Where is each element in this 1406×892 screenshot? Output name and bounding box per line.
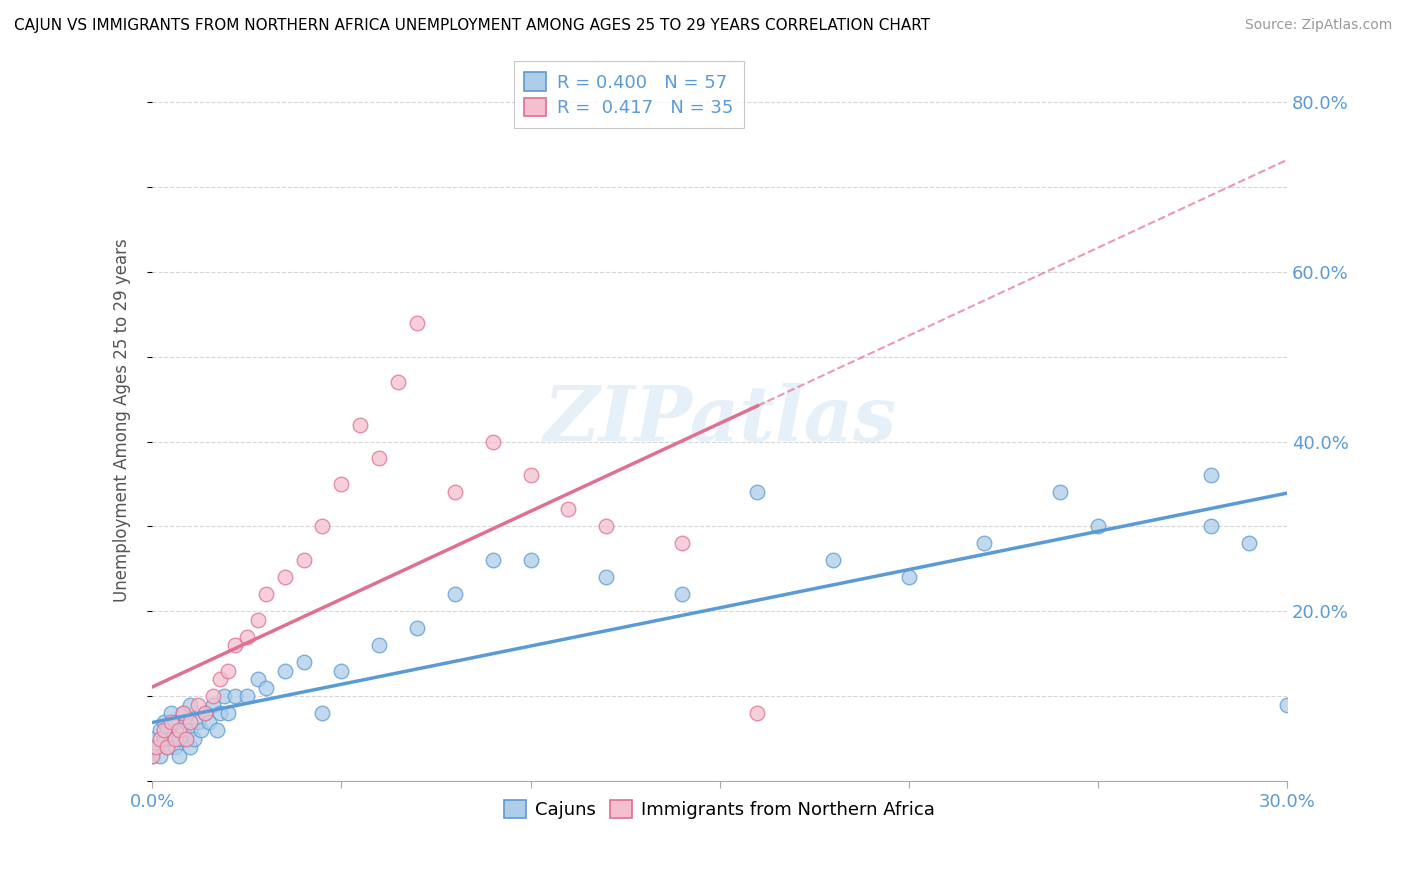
- Point: [481, 553, 503, 567]
- Point: [224, 689, 246, 703]
- Point: [194, 706, 217, 720]
- Point: [145, 739, 167, 754]
- Point: [444, 485, 467, 500]
- Point: [1201, 468, 1223, 483]
- Point: [1239, 536, 1261, 550]
- Point: [176, 731, 198, 746]
- Point: [187, 714, 209, 729]
- Point: [747, 485, 769, 500]
- Point: [292, 553, 315, 567]
- Point: [292, 655, 315, 669]
- Point: [671, 536, 693, 550]
- Point: [194, 706, 217, 720]
- Point: [595, 519, 617, 533]
- Point: [254, 587, 277, 601]
- Point: [141, 748, 163, 763]
- Point: [406, 316, 429, 330]
- Point: [236, 630, 259, 644]
- Point: [368, 451, 391, 466]
- Point: [1049, 485, 1071, 500]
- Point: [217, 664, 239, 678]
- Point: [183, 731, 205, 746]
- Point: [167, 723, 190, 737]
- Point: [671, 587, 693, 601]
- Point: [163, 731, 186, 746]
- Point: [149, 731, 172, 746]
- Point: [311, 706, 333, 720]
- Point: [368, 638, 391, 652]
- Point: [149, 748, 172, 763]
- Point: [973, 536, 995, 550]
- Point: [145, 739, 167, 754]
- Point: [152, 723, 174, 737]
- Point: [167, 731, 190, 746]
- Point: [201, 698, 224, 712]
- Point: [236, 689, 259, 703]
- Point: [152, 714, 174, 729]
- Point: [1087, 519, 1109, 533]
- Y-axis label: Unemployment Among Ages 25 to 29 years: Unemployment Among Ages 25 to 29 years: [114, 238, 131, 602]
- Point: [747, 706, 769, 720]
- Point: [190, 723, 212, 737]
- Point: [1275, 698, 1298, 712]
- Point: [160, 731, 183, 746]
- Point: [519, 553, 541, 567]
- Point: [330, 664, 353, 678]
- Point: [156, 723, 179, 737]
- Point: [897, 570, 920, 584]
- Point: [273, 664, 295, 678]
- Point: [160, 706, 183, 720]
- Point: [152, 731, 174, 746]
- Point: [519, 468, 541, 483]
- Point: [172, 723, 194, 737]
- Point: [311, 519, 333, 533]
- Point: [1201, 519, 1223, 533]
- Point: [823, 553, 845, 567]
- Point: [209, 672, 232, 686]
- Point: [387, 375, 409, 389]
- Point: [176, 731, 198, 746]
- Point: [247, 672, 270, 686]
- Point: [149, 723, 172, 737]
- Point: [444, 587, 467, 601]
- Point: [160, 714, 183, 729]
- Point: [179, 723, 201, 737]
- Point: [254, 681, 277, 695]
- Point: [156, 739, 179, 754]
- Point: [217, 706, 239, 720]
- Point: [557, 502, 579, 516]
- Point: [141, 731, 163, 746]
- Text: ZIPatlas: ZIPatlas: [543, 384, 896, 458]
- Point: [349, 417, 371, 432]
- Legend: Cajuns, Immigrants from Northern Africa: Cajuns, Immigrants from Northern Africa: [498, 792, 942, 826]
- Point: [163, 739, 186, 754]
- Point: [201, 689, 224, 703]
- Point: [205, 723, 228, 737]
- Point: [179, 739, 201, 754]
- Point: [224, 638, 246, 652]
- Text: Source: ZipAtlas.com: Source: ZipAtlas.com: [1244, 18, 1392, 32]
- Point: [141, 748, 163, 763]
- Point: [406, 621, 429, 635]
- Text: CAJUN VS IMMIGRANTS FROM NORTHERN AFRICA UNEMPLOYMENT AMONG AGES 25 TO 29 YEARS : CAJUN VS IMMIGRANTS FROM NORTHERN AFRICA…: [14, 18, 931, 33]
- Point: [247, 613, 270, 627]
- Point: [179, 714, 201, 729]
- Point: [179, 698, 201, 712]
- Point: [172, 706, 194, 720]
- Point: [176, 714, 198, 729]
- Point: [595, 570, 617, 584]
- Point: [330, 477, 353, 491]
- Point: [273, 570, 295, 584]
- Point: [212, 689, 235, 703]
- Point: [167, 748, 190, 763]
- Point: [187, 698, 209, 712]
- Point: [209, 706, 232, 720]
- Point: [172, 706, 194, 720]
- Point: [198, 714, 221, 729]
- Point: [163, 714, 186, 729]
- Point: [156, 739, 179, 754]
- Point: [481, 434, 503, 449]
